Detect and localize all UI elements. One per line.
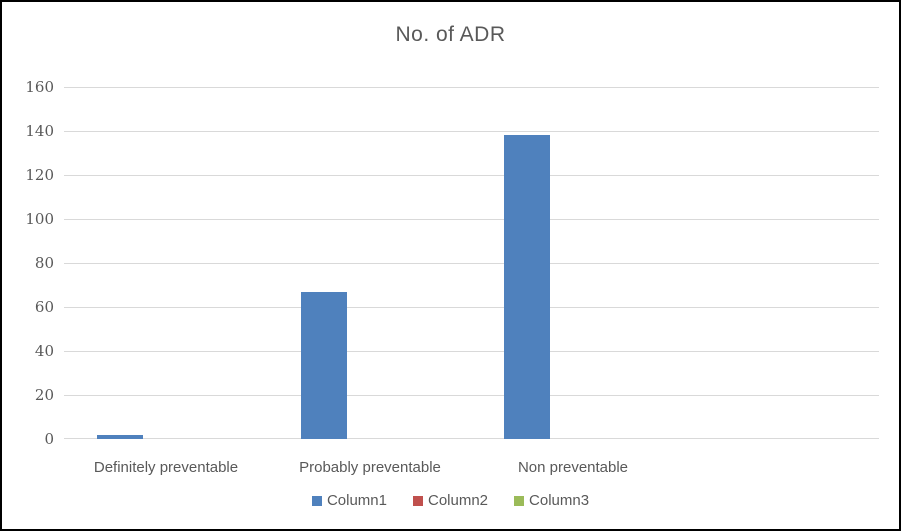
gridline-140 <box>64 131 879 132</box>
gridline-20 <box>64 395 879 396</box>
x-tick-label-definitely-preventable: Definitely preventable <box>93 459 239 476</box>
bar-definitely-preventable <box>97 435 143 439</box>
legend-label-column3: Column3 <box>529 492 590 509</box>
gridline-100 <box>64 219 879 220</box>
legend-label-column1: Column1 <box>326 492 387 509</box>
x-tick-label-non-preventable: Non preventable <box>517 459 629 476</box>
legend-swatch-column1 <box>311 495 322 506</box>
gridline-120 <box>64 175 879 176</box>
legend: Column1 Column2 Column3 <box>2 492 899 509</box>
y-tick-label-140: 140 <box>25 122 54 140</box>
legend-item-column1: Column1 <box>311 492 387 509</box>
bar-non-preventable <box>504 135 550 439</box>
bar-probably-preventable <box>301 292 347 439</box>
y-tick-label-40: 40 <box>34 342 54 360</box>
y-tick-label-160: 160 <box>25 78 54 96</box>
legend-label-column2: Column2 <box>427 492 489 509</box>
chart-title: No. of ADR <box>395 23 506 46</box>
plot-area <box>64 87 879 439</box>
legend-swatch-column3 <box>514 495 525 506</box>
y-tick-label-80: 80 <box>34 254 54 272</box>
y-tick-label-60: 60 <box>34 298 54 316</box>
y-tick-label-20: 20 <box>34 386 54 404</box>
y-tick-label-0: 0 <box>44 430 54 448</box>
gridline-80 <box>64 263 879 264</box>
legend-item-column2: Column2 <box>412 492 489 509</box>
gridline-60 <box>64 307 879 308</box>
x-axis-line <box>64 438 879 439</box>
y-tick-label-100: 100 <box>25 210 54 228</box>
y-tick-label-120: 120 <box>25 166 54 184</box>
gridline-160 <box>64 87 879 88</box>
legend-item-column3: Column3 <box>514 492 589 509</box>
gridline-40 <box>64 351 879 352</box>
legend-swatch-column2 <box>412 495 423 506</box>
x-tick-label-probably-preventable: Probably preventable <box>299 459 441 476</box>
